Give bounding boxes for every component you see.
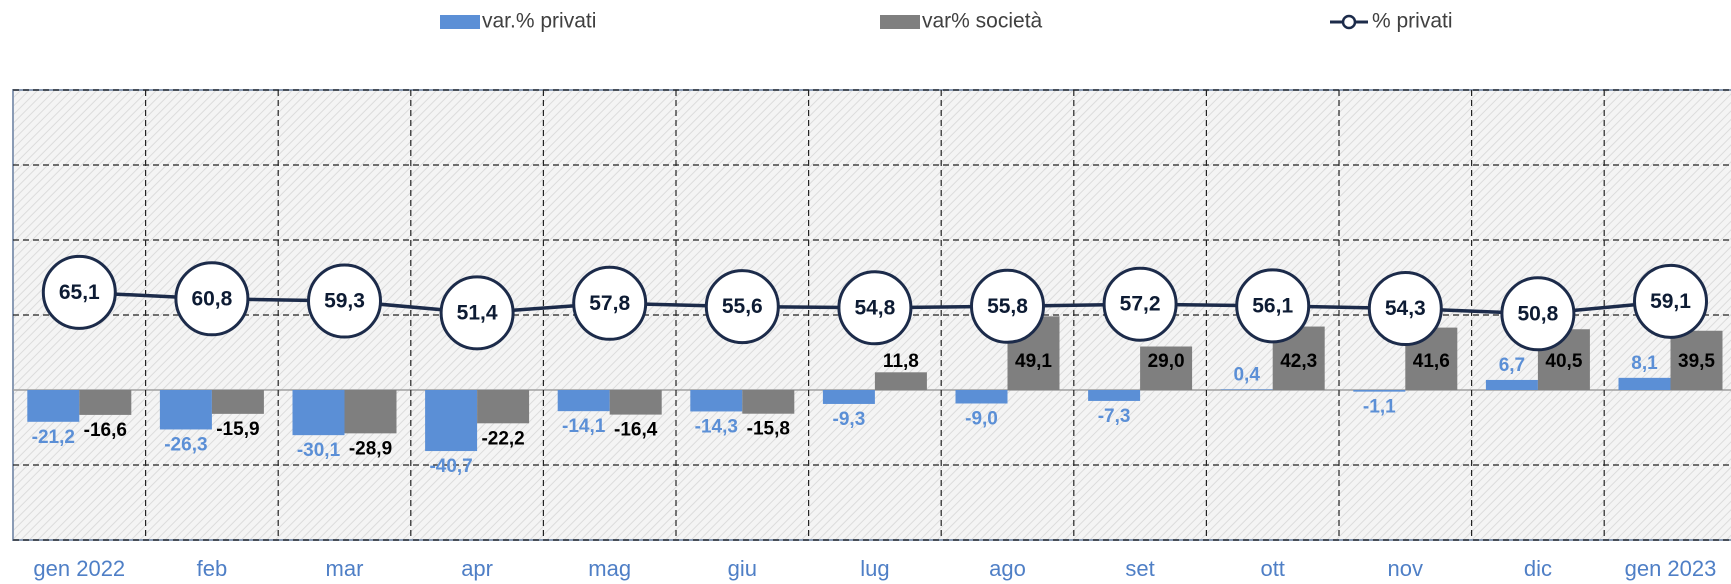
bar [159, 390, 212, 430]
line-label: 56,1 [1252, 294, 1293, 317]
data-label: 29,0 [1148, 351, 1185, 372]
line-marker [704, 269, 780, 345]
line-marker [439, 275, 515, 351]
line-marker [307, 263, 382, 339]
data-label: -16,4 [614, 420, 658, 441]
legend-label: var% società [922, 10, 1043, 33]
legend-swatch [440, 15, 480, 29]
data-label: -28,9 [349, 438, 392, 459]
x-tick-label: feb [197, 556, 228, 581]
line-marker [1633, 263, 1708, 339]
data-label: 42,3 [1280, 351, 1317, 372]
data-label: -1,1 [1363, 397, 1396, 418]
data-label: -22,2 [481, 428, 524, 449]
line-marker [1500, 276, 1576, 352]
line-marker [1102, 266, 1178, 342]
bar [1670, 330, 1723, 390]
x-tick-label: lug [860, 556, 889, 581]
data-label: 40,5 [1545, 351, 1582, 372]
data-label: 0,4 [1233, 364, 1260, 385]
line-marker [1367, 271, 1443, 347]
x-tick-label: dic [1524, 556, 1552, 581]
bar [1485, 379, 1538, 390]
data-label: -9,3 [833, 409, 866, 430]
bar [27, 390, 80, 422]
x-tick-label: giu [728, 556, 757, 581]
line-label: 57,8 [589, 292, 630, 315]
x-tick-label: gen 2022 [33, 556, 125, 581]
legend-label: % privati [1372, 10, 1453, 33]
data-label: -21,2 [32, 427, 75, 448]
bar [609, 390, 662, 415]
x-tick-label: ott [1260, 556, 1284, 581]
bar [1618, 377, 1671, 390]
legend-swatch [880, 15, 920, 29]
bar [425, 390, 478, 452]
line-label: 54,8 [854, 296, 895, 319]
data-label: -15,9 [216, 419, 259, 440]
data-label: -30,1 [297, 440, 341, 461]
bar [742, 390, 795, 414]
line-marker [970, 268, 1045, 344]
bar [557, 390, 610, 412]
x-tick-label: mar [326, 556, 364, 581]
line-label: 57,2 [1120, 293, 1161, 316]
x-tick-label: gen 2023 [1625, 556, 1717, 581]
data-label: 39,5 [1678, 351, 1715, 372]
bar [211, 390, 264, 414]
line-marker [1235, 268, 1311, 344]
bar [1088, 390, 1141, 401]
line-label: 54,3 [1385, 297, 1426, 320]
bar [690, 390, 743, 412]
line-label: 65,1 [59, 281, 100, 304]
bar [1140, 346, 1193, 390]
bar [344, 390, 397, 434]
line-label: 51,4 [457, 301, 498, 324]
legend-label: var.% privati [482, 10, 596, 33]
data-label: 6,7 [1499, 355, 1525, 376]
data-label: -7,3 [1098, 406, 1131, 427]
bar [1220, 389, 1273, 390]
data-label: 49,1 [1015, 351, 1052, 372]
line-marker [837, 270, 913, 346]
bar [292, 390, 345, 436]
bar [822, 390, 875, 404]
data-label: -14,3 [695, 416, 738, 437]
x-tick-label: set [1125, 556, 1154, 581]
x-tick-label: ago [989, 556, 1026, 581]
data-label: -15,8 [747, 419, 790, 440]
legend-marker [1341, 14, 1357, 30]
line-marker [41, 254, 117, 330]
data-label: -26,3 [164, 434, 207, 455]
bar [477, 390, 530, 424]
line-label: 55,8 [987, 295, 1028, 318]
x-tick-label: nov [1388, 556, 1423, 581]
bar [874, 372, 927, 390]
x-tick-label: apr [461, 556, 493, 581]
line-label: 60,8 [191, 287, 232, 310]
line-marker [174, 261, 250, 337]
line-label: 55,6 [722, 295, 763, 318]
data-label: -40,7 [429, 456, 472, 477]
line-label: 59,3 [324, 290, 365, 313]
line-marker [572, 265, 648, 341]
line-label: 50,8 [1517, 302, 1558, 325]
x-tick-label: mag [588, 556, 631, 581]
bar [955, 390, 1008, 404]
data-label: 11,8 [883, 351, 919, 372]
data-label: -16,6 [84, 420, 127, 441]
data-label: -14,1 [562, 416, 606, 437]
data-label: 41,6 [1413, 351, 1450, 372]
bar [79, 390, 132, 415]
data-label: -9,0 [965, 409, 998, 430]
bar [1353, 390, 1406, 392]
data-label: 8,1 [1631, 353, 1658, 374]
line-label: 59,1 [1650, 290, 1691, 313]
